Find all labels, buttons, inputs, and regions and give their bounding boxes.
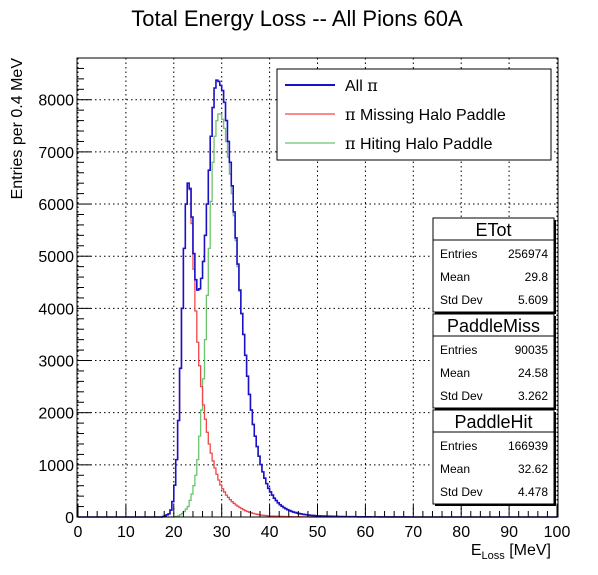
legend-label-greek: π <box>345 105 356 124</box>
stats-layer: ETot Entries 256974 Mean 29.8 Std Dev 5.609 Pad… <box>432 217 556 506</box>
stats-row-key: Mean <box>440 366 470 380</box>
stats-row-key: Mean <box>440 270 470 284</box>
y-tick-label: 2000 <box>38 406 74 423</box>
stats-row-value: 3.262 <box>518 389 548 403</box>
x-tick-label: 70 <box>404 524 422 541</box>
stats-box-shadow <box>435 312 556 314</box>
legend-label: All π <box>345 76 378 95</box>
stats-row-key: Mean <box>440 462 470 476</box>
x-tick-label: 90 <box>500 524 518 541</box>
x-tick-label: 30 <box>213 524 231 541</box>
chart-title: Total Energy Loss -- All Pions 60A <box>131 6 463 31</box>
x-tick-label: 60 <box>357 524 375 541</box>
stats-row-value: 166939 <box>508 439 548 453</box>
stats-row-key: Std Dev <box>440 485 483 499</box>
x-tick-label: 20 <box>165 524 183 541</box>
y-tick-label: 0 <box>65 510 74 527</box>
stats-box <box>432 217 555 313</box>
stats-row-value: 90035 <box>515 343 549 357</box>
x-tick-label: 100 <box>544 524 571 541</box>
stats-box-shadow <box>554 316 556 410</box>
x-axis-label: ELoss [MeV] <box>471 542 551 562</box>
legend-label: π Missing Halo Paddle <box>345 105 506 124</box>
y-tick-label: 8000 <box>38 93 74 110</box>
x-tick-label: 10 <box>117 524 135 541</box>
stats-box-shadow <box>435 504 556 506</box>
x-tick-label: 40 <box>261 524 279 541</box>
stats-row-key: Entries <box>440 343 477 357</box>
stats-box <box>432 313 555 409</box>
y-tick-label: 1000 <box>38 458 74 475</box>
stats-row-key: Std Dev <box>440 389 483 403</box>
x-axis-label-main: E <box>471 542 482 559</box>
legend-label-greek: π <box>345 134 356 153</box>
stats-row-value: 29.8 <box>525 270 549 284</box>
legend-label-suffix: Hiting Halo Paddle <box>356 136 493 153</box>
stats-box-title: PaddleHit <box>454 412 532 432</box>
stats-row-value: 256974 <box>508 247 548 261</box>
legend-label-suffix: Missing Halo Paddle <box>356 107 506 124</box>
stats-box-title: ETot <box>475 220 511 240</box>
stats-row-value: 5.609 <box>518 293 548 307</box>
axis-layer: 0 10 20 30 40 50 60 70 80 90 100010002000300040005… <box>38 67 571 541</box>
stats-row-value: 24.58 <box>518 366 548 380</box>
stats-box <box>432 409 555 505</box>
y-tick-label: 5000 <box>38 249 74 266</box>
stats-row-value: 4.478 <box>518 485 548 499</box>
y-tick-label: 3000 <box>38 354 74 371</box>
stats-row-key: Entries <box>440 439 477 453</box>
y-axis-label: Entries per 0.4 MeV <box>9 58 26 200</box>
legend-label-prefix: All <box>345 78 367 95</box>
x-tick-label: 80 <box>452 524 470 541</box>
x-axis-label-unit: [MeV] <box>505 542 551 559</box>
stats-box-shadow <box>554 412 556 506</box>
y-tick-label: 6000 <box>38 197 74 214</box>
legend-label: π Hiting Halo Paddle <box>345 134 493 153</box>
stats-box-shadow <box>435 408 556 410</box>
legend-label-greek: π <box>367 76 378 95</box>
y-tick-label: 7000 <box>38 145 74 162</box>
y-tick-label: 4000 <box>38 301 74 318</box>
x-axis-label-sub: Loss <box>482 550 506 562</box>
x-tick-label: 0 <box>74 524 83 541</box>
stats-row-key: Entries <box>440 247 477 261</box>
stats-box-title: PaddleMiss <box>447 316 540 336</box>
stats-box-shadow <box>554 220 556 314</box>
stats-row-key: Std Dev <box>440 293 483 307</box>
x-tick-label: 50 <box>309 524 327 541</box>
stats-row-value: 32.62 <box>518 462 548 476</box>
